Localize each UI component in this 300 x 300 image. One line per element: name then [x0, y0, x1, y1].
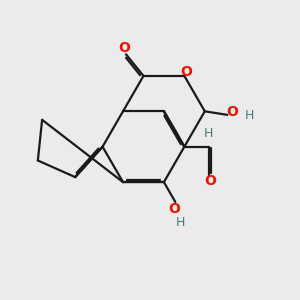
- Text: O: O: [226, 105, 238, 118]
- Text: H: H: [245, 109, 254, 122]
- Text: O: O: [205, 174, 217, 188]
- Text: H: H: [204, 127, 214, 140]
- Text: H: H: [176, 215, 185, 229]
- Text: O: O: [118, 41, 130, 56]
- Text: O: O: [180, 65, 192, 79]
- Text: O: O: [168, 202, 180, 216]
